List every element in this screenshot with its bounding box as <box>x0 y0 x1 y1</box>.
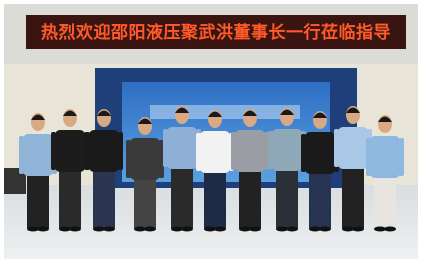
torso <box>130 138 160 180</box>
legs <box>342 163 364 228</box>
legs <box>93 166 115 228</box>
torso <box>89 130 119 172</box>
shoe <box>384 227 396 232</box>
arm <box>366 138 371 176</box>
sign-logo <box>150 105 300 119</box>
legs <box>374 172 396 228</box>
torso <box>370 136 400 178</box>
shoe <box>103 227 115 232</box>
shoe <box>181 227 193 232</box>
shoe <box>214 227 226 232</box>
torso <box>305 132 335 174</box>
legs <box>276 165 298 228</box>
legs <box>171 163 193 228</box>
legs <box>134 174 156 228</box>
shoe <box>352 227 364 232</box>
shoe <box>249 227 261 232</box>
arm <box>163 129 168 167</box>
torso <box>235 130 265 172</box>
arm <box>301 134 306 172</box>
arm <box>51 132 56 170</box>
legs <box>239 166 261 228</box>
legs <box>204 167 226 228</box>
arm <box>268 131 273 169</box>
arm <box>196 133 201 171</box>
shoe <box>319 227 331 232</box>
torso <box>55 130 85 172</box>
arm <box>19 136 24 174</box>
arm <box>118 132 123 170</box>
shoe <box>37 227 49 232</box>
arm <box>231 132 236 170</box>
torso <box>200 131 230 173</box>
page: 热烈欢迎邵阳液压聚武洪董事长一行莅临指导 (() => { const data… <box>0 0 422 265</box>
legs <box>59 166 81 228</box>
arm <box>126 140 131 178</box>
torso <box>272 129 302 171</box>
legs <box>27 170 49 228</box>
torso <box>167 127 197 169</box>
arm <box>334 129 339 167</box>
arm <box>85 132 90 170</box>
shoe <box>144 227 156 232</box>
torso <box>338 127 368 169</box>
banner-text: 热烈欢迎邵阳液压聚武洪董事长一行莅临指导 <box>41 22 391 43</box>
legs <box>309 168 331 228</box>
arm <box>399 138 404 176</box>
shoe <box>69 227 81 232</box>
torso <box>23 134 53 176</box>
photo: 热烈欢迎邵阳液压聚武洪董事长一行莅临指导 <box>0 0 422 265</box>
shoe <box>286 227 298 232</box>
